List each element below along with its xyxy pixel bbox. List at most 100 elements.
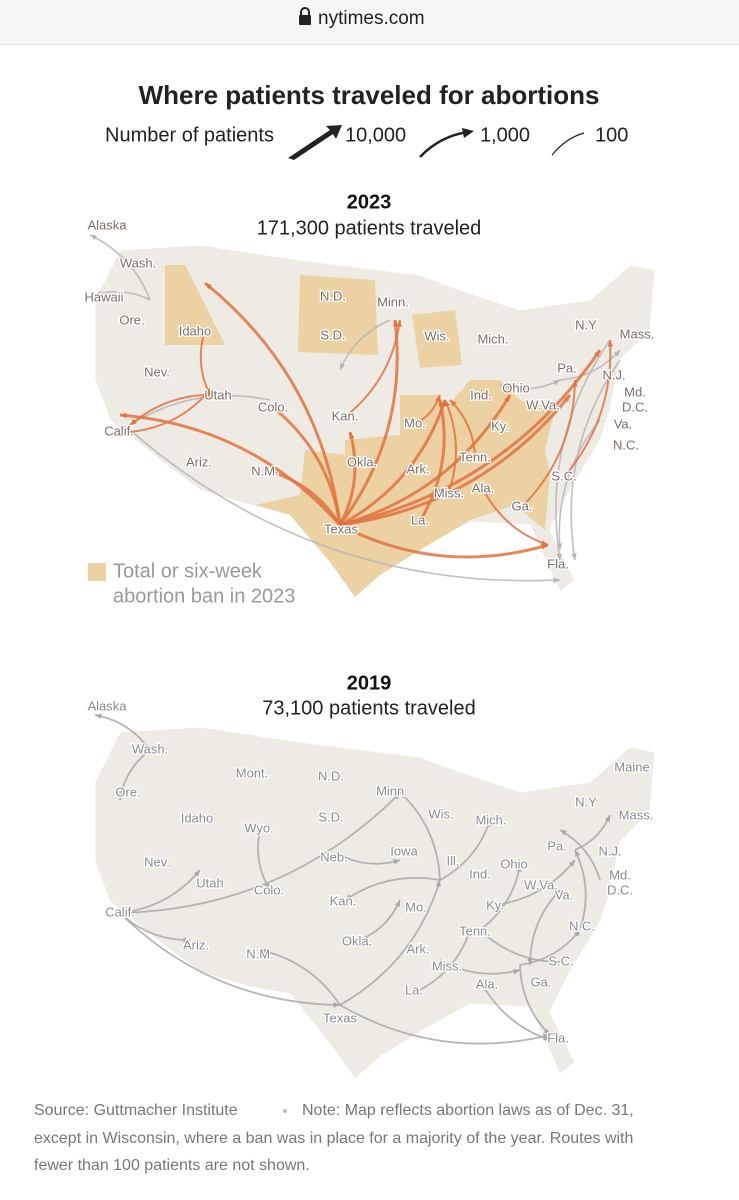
route-arrowhead (396, 320, 402, 327)
map-subtitle: 73,100 patients traveled (262, 697, 476, 719)
legend-arrow-medium (419, 130, 469, 158)
route-arrowhead (594, 350, 600, 357)
state-label: Ga. (512, 498, 533, 513)
ban-legend-swatch (88, 563, 106, 581)
route-arrow (339, 1004, 551, 1045)
route-arrowhead (265, 468, 272, 475)
url[interactable]: nytimes.com (318, 8, 425, 29)
route-arrowhead (613, 350, 620, 357)
routes (89, 234, 621, 1045)
state-label: Calif. (104, 423, 134, 438)
state-label: Wis. (428, 806, 453, 821)
route-arrow (259, 949, 341, 1006)
route-arrowhead (607, 340, 614, 347)
legend-arrowhead (462, 128, 474, 138)
state-label: Ga. (531, 974, 552, 989)
state-label: Texas (324, 521, 358, 536)
route-arrow (339, 523, 549, 559)
route-arrow (444, 399, 457, 495)
legend-item: 100 (595, 124, 628, 146)
browser-bar (0, 0, 739, 45)
state-label: Ala. (476, 976, 498, 991)
state-label: Nev. (144, 854, 170, 869)
state-label: Ark. (406, 941, 429, 956)
ban-legend: Total or six-week (113, 560, 263, 582)
state-label: Alaska (87, 698, 127, 713)
state-label: D.C. (607, 882, 633, 897)
map-year: 2023 (347, 191, 392, 213)
route-arrowhead (118, 793, 124, 800)
route-arrow (439, 819, 491, 881)
state-label: Okla. (342, 933, 372, 948)
route-arrow (574, 849, 587, 931)
route-arrowhead (394, 900, 400, 907)
state-label: Alaska (87, 217, 127, 232)
state-label: Minn. (376, 783, 408, 798)
route-arrowhead (95, 290, 102, 296)
route-arrowhead (571, 553, 577, 560)
title: Where patients traveled for abortions (139, 80, 600, 110)
route-arrowhead (260, 948, 267, 955)
route-arrowhead (435, 880, 441, 887)
route-arrowhead (193, 870, 200, 877)
state-label: Ind. (470, 387, 492, 402)
state-label: Ore. (115, 784, 140, 799)
state-label: Nev. (144, 364, 170, 379)
route-arrow (89, 234, 151, 301)
state-label: N.D. (320, 288, 346, 303)
route-arrowhead (541, 544, 548, 550)
state-label: Mich. (477, 331, 508, 346)
state-label: Md. (624, 384, 646, 399)
route-arrowhead (553, 577, 560, 584)
state-label: Pa. (557, 360, 577, 375)
route-arrowhead (465, 930, 471, 937)
route-arrowhead (345, 894, 352, 900)
route-arrowhead (264, 883, 270, 890)
route-arrow (479, 979, 551, 1041)
route-arrow (338, 319, 399, 526)
state-label: W.Va. (526, 397, 560, 412)
lock-icon (299, 7, 311, 25)
state-label: Fla. (547, 1030, 569, 1045)
route-arrow (482, 488, 549, 546)
route-arrow (339, 319, 391, 371)
note: Note: Map reflects abortion laws as of D… (302, 1102, 634, 1119)
route-arrow (344, 319, 401, 418)
legend-label: Number of patients (105, 124, 274, 146)
ban-states (165, 265, 555, 597)
route-arrow (418, 399, 446, 522)
state-label: W.Va. (524, 877, 558, 892)
map-year: 2019 (347, 672, 392, 694)
state-label: Okla. (347, 454, 377, 469)
route-arrow (558, 419, 601, 551)
state-label: N.J. (598, 843, 621, 858)
state-label: Maine (614, 759, 649, 774)
route-arrowhead (563, 395, 570, 402)
state-label: Va. (555, 887, 574, 902)
state-label: S.C. (548, 953, 573, 968)
state-label: La. (405, 982, 423, 997)
state-label: Miss. (434, 485, 464, 500)
route-arrowhead (527, 958, 533, 965)
state-label: Ky. (486, 897, 504, 912)
state-label: Ore. (119, 312, 144, 327)
route-arrowhead (485, 820, 491, 827)
route-arrowhead (556, 553, 562, 560)
route-arrow (339, 879, 441, 1006)
state-label: Texas (323, 1010, 357, 1025)
state-label: Mass. (619, 807, 654, 822)
route-arrow (529, 889, 561, 966)
state-label: Wyo. (244, 820, 274, 835)
state-label: Idaho (179, 323, 212, 338)
route-arrow (494, 859, 576, 906)
state-label: Mont. (236, 765, 269, 780)
route-arrowhead (553, 380, 560, 386)
state-label: N.Y (575, 317, 597, 332)
route-arrowhead (553, 959, 560, 965)
route-arrowhead (400, 792, 407, 799)
route-arrowhead (349, 432, 355, 439)
state-label: N.Y (575, 794, 597, 809)
route-arrowhead (393, 859, 400, 865)
route-arrowhead (270, 405, 277, 412)
